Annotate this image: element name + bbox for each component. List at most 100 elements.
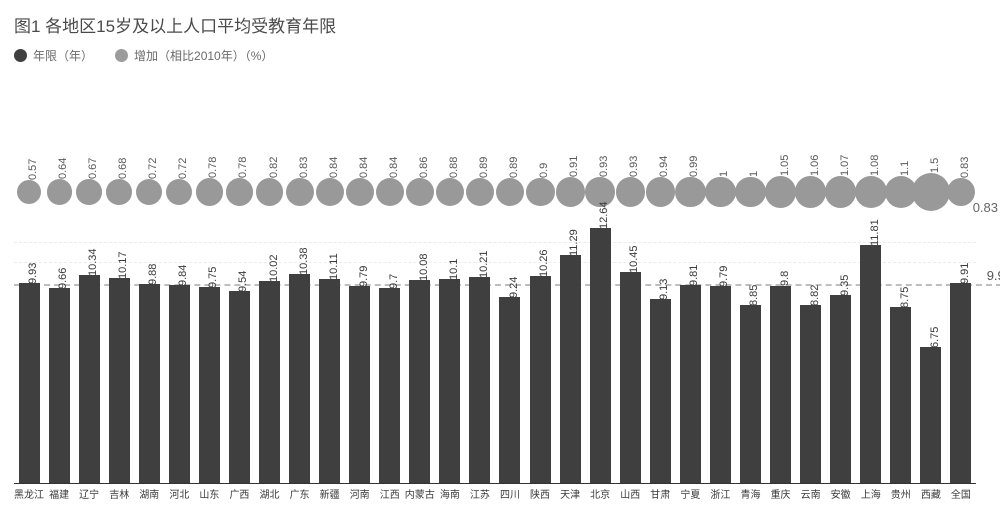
bar — [229, 291, 250, 483]
x-axis-label: 辽宁 — [79, 486, 99, 501]
gridline — [14, 242, 976, 243]
bar-value: 8.82 — [809, 285, 821, 306]
bubble-value: 1 — [718, 171, 730, 177]
bar-value: 10.34 — [87, 248, 99, 276]
bubble — [705, 177, 735, 207]
bar — [469, 277, 490, 483]
bar — [920, 347, 941, 483]
bar-value: 10.08 — [418, 253, 430, 281]
bar — [680, 285, 701, 483]
x-axis-label: 天津 — [560, 486, 580, 501]
x-axis-label: 吉林 — [109, 486, 129, 501]
bubble — [166, 179, 192, 205]
bubble-value: 0.94 — [658, 156, 670, 177]
bubble-value: 0.83 — [959, 157, 971, 178]
bubble-value: 0.72 — [147, 157, 159, 178]
bar — [289, 274, 310, 483]
bar — [349, 286, 370, 483]
bubble — [406, 178, 434, 206]
legend-bubble-swatch — [115, 49, 128, 62]
bar — [530, 276, 551, 483]
bubble-row: 0.83 0.570.640.670.680.720.720.780.780.8… — [14, 72, 976, 222]
bar — [169, 285, 190, 483]
bubble — [136, 179, 162, 205]
bar-value: 9.35 — [839, 274, 851, 295]
x-axis-label: 四川 — [500, 486, 520, 501]
bubble — [556, 177, 585, 206]
bar-value: 9.81 — [688, 265, 700, 286]
bubble-value: 0.86 — [418, 156, 430, 177]
x-axis-label: 江苏 — [470, 486, 490, 501]
bar-value: 9.88 — [147, 263, 159, 284]
bubble — [466, 178, 495, 207]
bubble-value: 0.84 — [388, 157, 400, 178]
bar-value: 10.26 — [538, 250, 550, 278]
bubble-value: 0.93 — [628, 156, 640, 177]
bubble-value: 0.88 — [448, 156, 460, 177]
bar — [199, 287, 220, 484]
bubble — [825, 176, 857, 208]
bubble — [795, 176, 826, 207]
chart-area: 0.83 0.570.640.670.680.720.720.780.780.8… — [14, 72, 976, 512]
bar — [620, 272, 641, 483]
bubble — [436, 178, 465, 207]
bubble-value: 0.89 — [508, 156, 520, 177]
x-axis-label: 海南 — [440, 486, 460, 501]
x-axis-label: 黑龙江 — [14, 486, 44, 501]
bubble — [316, 178, 344, 206]
x-axis-label: 甘肃 — [650, 486, 670, 501]
x-axis-label: 陕西 — [530, 486, 550, 501]
bar-value: 8.85 — [748, 284, 760, 305]
bubble-value: 0.93 — [598, 156, 610, 177]
bubble-value: 0.89 — [478, 156, 490, 177]
bubble-value: 0.78 — [237, 157, 249, 178]
bar-value: 10.02 — [268, 255, 280, 283]
bar-value: 12.64 — [598, 202, 610, 230]
bar-value: 9.93 — [27, 262, 39, 283]
bar — [560, 255, 581, 483]
bar-value: 11.29 — [568, 230, 580, 257]
bubble-value: 0.84 — [328, 157, 340, 178]
bubble — [196, 178, 223, 205]
bubble-value: 0.83 — [298, 157, 310, 178]
bar-value: 9.8 — [779, 271, 791, 286]
bubble — [76, 179, 102, 205]
x-axis-label: 西藏 — [921, 486, 941, 501]
bubble-value: 0.91 — [568, 156, 580, 177]
bar — [439, 279, 460, 483]
bar — [950, 283, 971, 483]
bar-value: 10.45 — [628, 246, 640, 274]
bar — [740, 305, 761, 483]
x-axis-label: 宁夏 — [680, 486, 700, 501]
x-axis: 黑龙江福建辽宁吉林湖南河北山东广西湖北广东新疆河南江西内蒙古海南江苏四川陕西天津… — [14, 484, 976, 512]
x-axis-label: 湖南 — [139, 486, 159, 501]
bar-value: 9.66 — [57, 268, 69, 289]
bubble-value: 0.84 — [358, 157, 370, 178]
legend-bubble-label: 增加（相比2010年）（%） — [134, 47, 273, 64]
x-axis-label: 北京 — [590, 486, 610, 501]
bar-value: 8.75 — [899, 286, 911, 307]
bar-value: 9.91 — [959, 263, 971, 284]
bar — [499, 297, 520, 483]
bubble-value: 1.1 — [899, 161, 911, 176]
bar — [409, 280, 430, 483]
bubble-value: 0.68 — [117, 158, 129, 179]
bubble — [526, 178, 555, 207]
bubble — [765, 176, 796, 207]
bar-value: 10.17 — [117, 252, 129, 280]
legend: 年限（年） 增加（相比2010年）（%） — [14, 47, 986, 64]
bar — [319, 279, 340, 483]
x-axis-label: 山东 — [199, 486, 219, 501]
bubble — [947, 178, 975, 206]
bar-value: 10.21 — [478, 251, 490, 279]
bar-area: 9.91 9.939.6610.3410.179.889.849.759.541… — [14, 222, 976, 484]
bar — [650, 299, 671, 483]
bar — [800, 305, 821, 483]
x-axis-label: 河北 — [169, 486, 189, 501]
bar-value: 9.84 — [177, 264, 189, 285]
x-axis-label: 浙江 — [710, 486, 730, 501]
x-axis-label: 全国 — [951, 486, 971, 501]
bar-value: 9.24 — [508, 276, 520, 297]
x-axis-label: 福建 — [49, 486, 69, 501]
bubble — [912, 173, 950, 211]
